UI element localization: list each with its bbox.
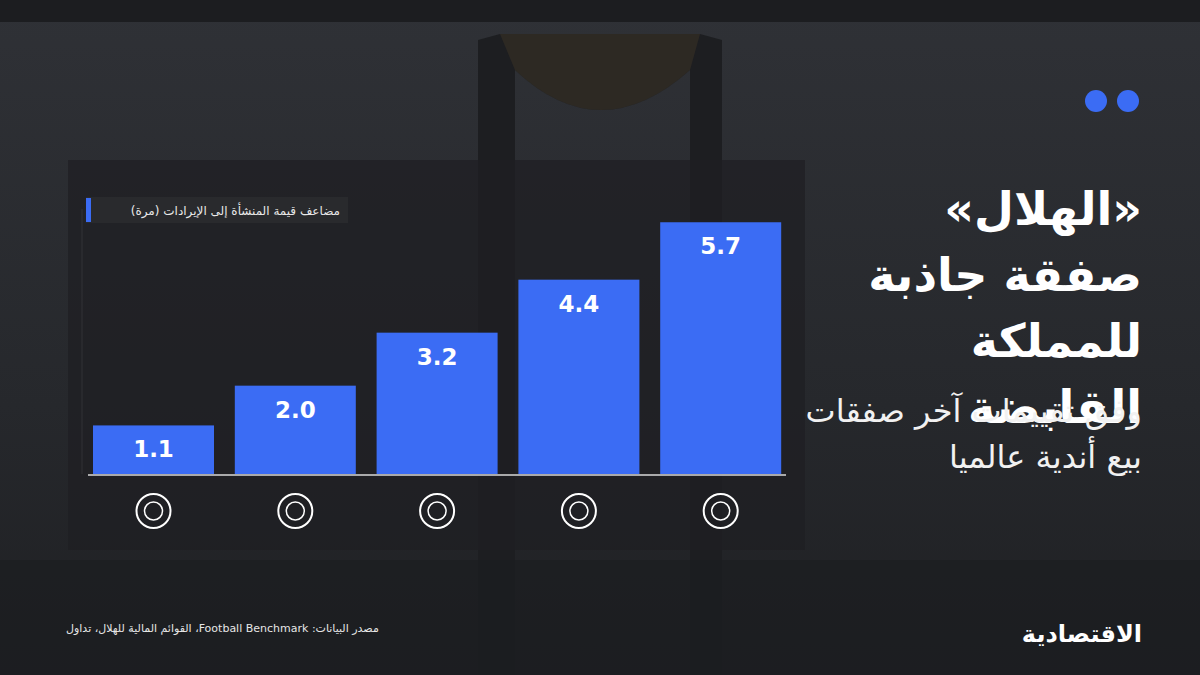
legend: مضاعف قيمة المنشأة إلى الإيرادات (مرة) (86, 197, 348, 223)
icon-ring (278, 494, 312, 528)
bar (518, 280, 639, 474)
category-icon (704, 494, 738, 528)
icon-ring (420, 494, 454, 528)
icon-core (570, 502, 588, 520)
icon-core (428, 502, 446, 520)
data-label: 2.0 (275, 397, 316, 423)
tower-bridge (500, 34, 700, 110)
legend-swatch (86, 198, 91, 222)
bars (93, 222, 781, 474)
icon-core (286, 502, 304, 520)
icon-core (712, 502, 730, 520)
data-label: 4.4 (559, 291, 600, 317)
icon-ring (562, 494, 596, 528)
bar (235, 386, 356, 474)
data-label: 3.2 (417, 344, 458, 370)
panel (68, 160, 805, 550)
legend-box (86, 197, 348, 223)
icon-ring (704, 494, 738, 528)
icon-ring (137, 494, 171, 528)
category-icon (420, 494, 454, 528)
stage: 1.1 2.0 3.2 4.4 5.7 مضاعف قيمة المنشأة إلى ال… (0, 0, 1200, 675)
bar (660, 222, 781, 474)
publisher: الاقتصادية (1022, 620, 1142, 648)
y-axis-line (82, 209, 83, 474)
x-axis-line (88, 474, 786, 476)
subtitle: وفق تقييمات آخر صفقات بيع أندية عالميا (802, 388, 1142, 480)
background (0, 0, 1200, 675)
axis-label: مضاعف قيمة المنشأة إلى الإيرادات (مرة) (131, 202, 340, 219)
icon-core (145, 502, 163, 520)
dot (1085, 90, 1107, 112)
top-band (0, 0, 1200, 22)
data-label: 1.1 (133, 436, 174, 462)
category-icon (137, 494, 171, 528)
dot (1117, 90, 1139, 112)
city-band (0, 560, 1200, 675)
bar (377, 333, 498, 474)
data-label: 5.7 (700, 233, 741, 259)
category-icon (562, 494, 596, 528)
bar (93, 425, 214, 474)
source: مصدر البيانات: Football Benchmark، القوا… (66, 622, 379, 635)
category-icon (278, 494, 312, 528)
